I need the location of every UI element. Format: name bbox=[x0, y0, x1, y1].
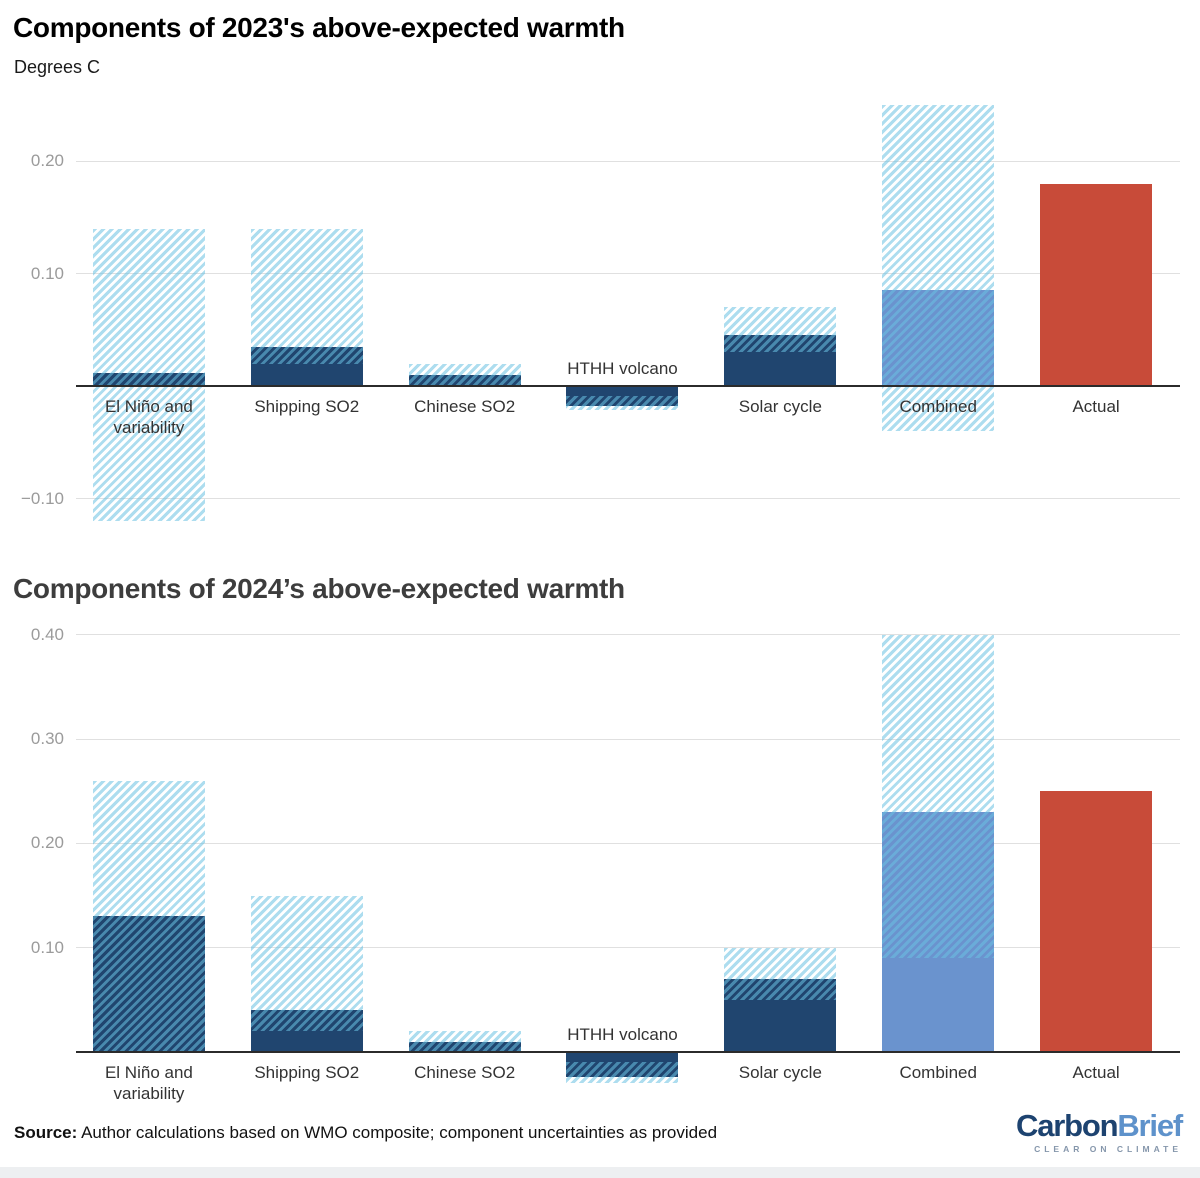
y-tick-label: 0.10 bbox=[30, 263, 64, 283]
logo-tagline: CLEAR ON CLIMATE bbox=[1034, 1144, 1182, 1154]
gridline bbox=[76, 634, 1180, 636]
chart-subtitle-degrees-c: Degrees C bbox=[14, 57, 101, 77]
y-tick-label: 0.30 bbox=[30, 729, 64, 749]
gridline bbox=[76, 947, 1180, 949]
category-label: HTHH volcano bbox=[567, 1025, 678, 1044]
bar-uncertainty-hatch bbox=[408, 1031, 521, 1052]
bar-uncertainty-hatch bbox=[566, 396, 679, 410]
category-label: Chinese SO2 bbox=[414, 1063, 516, 1082]
category-label: Shipping SO2 bbox=[254, 1063, 360, 1082]
bar-uncertainty-hatch bbox=[724, 947, 837, 1000]
y-tick-label: −0.10 bbox=[20, 488, 64, 508]
gridline bbox=[76, 273, 1180, 274]
logo-brief: Brief bbox=[1117, 1108, 1183, 1143]
category-label: Actual bbox=[1072, 1063, 1120, 1082]
bar-uncertainty-hatch bbox=[882, 634, 995, 959]
category-label: Solar cycle bbox=[738, 1063, 822, 1082]
bar-uncertainty-hatch bbox=[724, 307, 837, 353]
bar-uncertainty-hatch bbox=[92, 780, 205, 1052]
gridline bbox=[76, 738, 1180, 740]
bar-central-actual bbox=[1040, 791, 1153, 1052]
category-label: Chinese SO2 bbox=[414, 397, 516, 416]
category-label: Actual bbox=[1072, 397, 1120, 416]
source-label: Source: bbox=[14, 1123, 78, 1142]
category-label: Solar cycle bbox=[738, 397, 822, 416]
y-tick-label: 0.20 bbox=[30, 151, 64, 170]
category-label: Combined bbox=[899, 397, 977, 416]
category-label: El Niño and variability bbox=[104, 1063, 193, 1103]
page-title-2023: Components of 2023's above-expected warm… bbox=[13, 12, 625, 43]
y-tick-label: 0.10 bbox=[30, 937, 64, 957]
category-label: HTHH volcano bbox=[567, 359, 678, 378]
x-axis-line bbox=[76, 385, 1180, 387]
bar-uncertainty-hatch bbox=[566, 1062, 679, 1084]
category-label: El Niño and variability bbox=[104, 397, 193, 437]
bar-central-actual bbox=[1040, 183, 1153, 386]
bottom-strip bbox=[0, 1167, 1200, 1178]
y-tick-label: 0.20 bbox=[30, 833, 64, 853]
bar-uncertainty-hatch bbox=[250, 895, 363, 1032]
carbonbrief-logo: CarbonBrief CLEAR ON CLIMATE bbox=[1016, 1108, 1183, 1155]
logo-wordmark: CarbonBrief bbox=[1016, 1108, 1183, 1143]
x-axis-line bbox=[76, 1051, 1180, 1053]
bar-uncertainty-hatch bbox=[92, 228, 205, 521]
category-label: Combined bbox=[899, 1063, 977, 1082]
gridline bbox=[76, 498, 1180, 499]
y-tick-label: 0.40 bbox=[30, 624, 64, 644]
logo-carbon: Carbon bbox=[1016, 1108, 1119, 1143]
page-title-2024: Components of 2024’s above-expected warm… bbox=[13, 573, 625, 604]
gridline bbox=[76, 160, 1180, 162]
source-text: Author calculations based on WMO composi… bbox=[77, 1123, 718, 1142]
source-note: Source: Author calculations based on WMO… bbox=[14, 1123, 717, 1143]
bar-uncertainty-hatch bbox=[250, 228, 363, 364]
gridline bbox=[76, 842, 1180, 844]
category-label: Shipping SO2 bbox=[254, 397, 360, 416]
bar-uncertainty-hatch bbox=[882, 104, 995, 431]
bar-uncertainty-hatch bbox=[408, 363, 521, 386]
